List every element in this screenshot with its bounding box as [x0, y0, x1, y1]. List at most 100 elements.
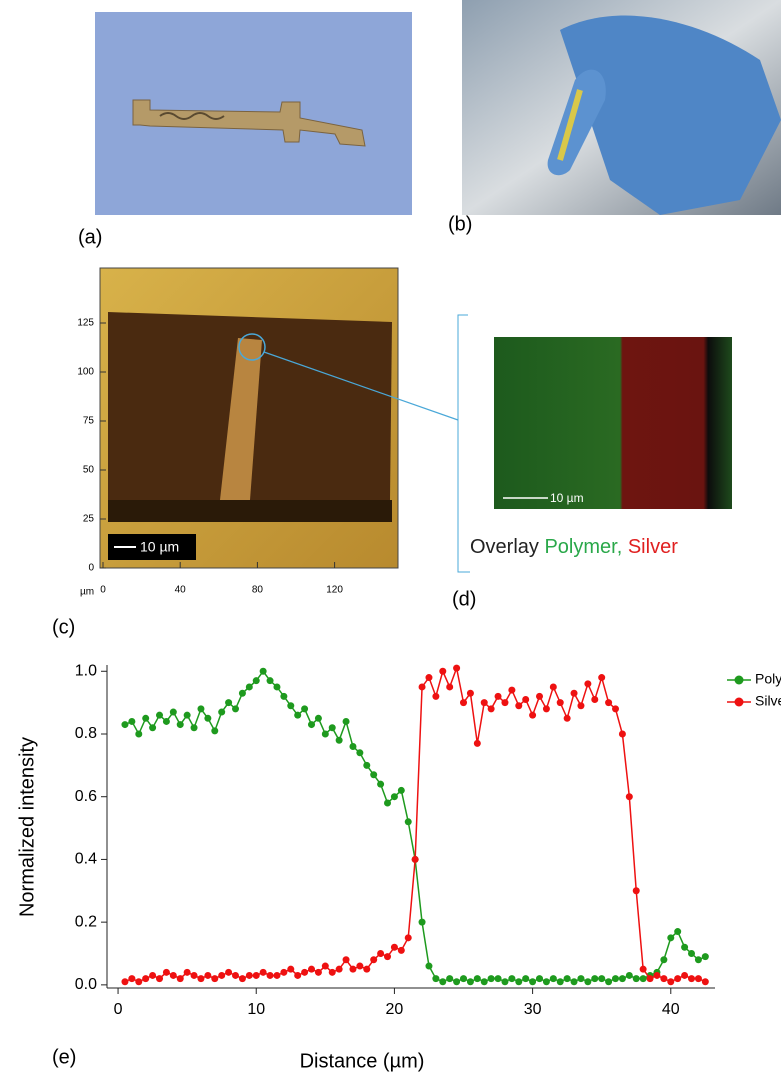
data-point — [501, 699, 508, 706]
data-point — [391, 793, 398, 800]
data-point — [308, 966, 315, 973]
map-y-tick-label: 50 — [83, 465, 95, 476]
data-point — [239, 975, 246, 982]
data-point — [142, 715, 149, 722]
data-point — [467, 690, 474, 697]
data-point — [363, 762, 370, 769]
data-point — [543, 978, 550, 985]
caption: Overlay Polymer, Silver — [470, 536, 678, 558]
data-point — [170, 972, 177, 979]
data-point — [135, 978, 142, 985]
data-point — [218, 709, 225, 716]
data-point — [349, 743, 356, 750]
x-tick-label: 10 — [247, 1001, 265, 1018]
data-point — [660, 975, 667, 982]
data-point — [536, 693, 543, 700]
data-point — [598, 674, 605, 681]
data-point — [508, 975, 515, 982]
data-point — [336, 737, 343, 744]
panel-label: (a) — [78, 226, 102, 248]
data-point — [598, 975, 605, 982]
data-point — [405, 934, 412, 941]
legend-label: Silver — [755, 693, 781, 709]
data-point — [577, 702, 584, 709]
data-point — [322, 730, 329, 737]
data-point — [681, 972, 688, 979]
data-point — [225, 699, 232, 706]
data-point — [156, 975, 163, 982]
data-point — [432, 693, 439, 700]
legend-label: Polymer — [755, 671, 781, 687]
data-point — [322, 963, 329, 970]
data-point — [688, 950, 695, 957]
data-point — [702, 978, 709, 985]
data-point — [156, 712, 163, 719]
series-line — [125, 668, 705, 982]
data-point — [315, 969, 322, 976]
data-point — [688, 975, 695, 982]
data-point — [453, 665, 460, 672]
data-point — [343, 718, 350, 725]
data-point — [239, 690, 246, 697]
data-point — [177, 721, 184, 728]
data-point — [232, 972, 239, 979]
data-point — [488, 975, 495, 982]
data-point — [467, 978, 474, 985]
data-point — [495, 975, 502, 982]
data-point — [377, 950, 384, 957]
data-point — [197, 705, 204, 712]
data-point — [474, 740, 481, 747]
data-point — [329, 969, 336, 976]
data-point — [550, 975, 557, 982]
data-point — [135, 730, 142, 737]
data-point — [343, 956, 350, 963]
data-point — [647, 975, 654, 982]
y-tick-label: 0.6 — [75, 788, 97, 805]
data-point — [584, 680, 591, 687]
panel-label: (c) — [52, 616, 75, 638]
legend-marker — [735, 698, 744, 707]
data-point — [246, 972, 253, 979]
caption-part: Polymer, — [544, 536, 622, 558]
data-point — [253, 972, 260, 979]
data-point — [384, 953, 391, 960]
caption-part: Overlay — [470, 536, 539, 558]
data-point — [419, 919, 426, 926]
data-point — [667, 978, 674, 985]
x-tick-label: 30 — [524, 1001, 542, 1018]
data-point — [619, 975, 626, 982]
y-tick-label: 0.4 — [75, 851, 97, 868]
data-point — [128, 975, 135, 982]
map-y-tick-label: 100 — [77, 367, 94, 378]
data-point — [149, 724, 156, 731]
data-point — [336, 966, 343, 973]
data-point — [660, 956, 667, 963]
data-point — [398, 787, 405, 794]
data-point — [522, 975, 529, 982]
map-x-tick-label: 120 — [326, 585, 343, 596]
data-point — [674, 975, 681, 982]
data-point — [626, 972, 633, 979]
data-point — [695, 956, 702, 963]
x-tick-label: 40 — [662, 1001, 680, 1018]
photo-a — [95, 12, 412, 215]
data-point — [329, 724, 336, 731]
data-point — [273, 683, 280, 690]
data-point — [315, 715, 322, 722]
data-point — [294, 712, 301, 719]
data-point — [522, 696, 529, 703]
data-point — [619, 730, 626, 737]
data-point — [557, 699, 564, 706]
y-tick-label: 0.2 — [75, 913, 97, 930]
data-point — [301, 969, 308, 976]
data-point — [370, 771, 377, 778]
map-x-tick-label: 40 — [175, 585, 187, 596]
data-point — [246, 683, 253, 690]
data-point — [391, 944, 398, 951]
data-point — [591, 696, 598, 703]
data-point — [191, 972, 198, 979]
data-point — [211, 727, 218, 734]
y-tick-label: 0.8 — [75, 725, 97, 742]
data-point — [191, 724, 198, 731]
data-point — [149, 972, 156, 979]
